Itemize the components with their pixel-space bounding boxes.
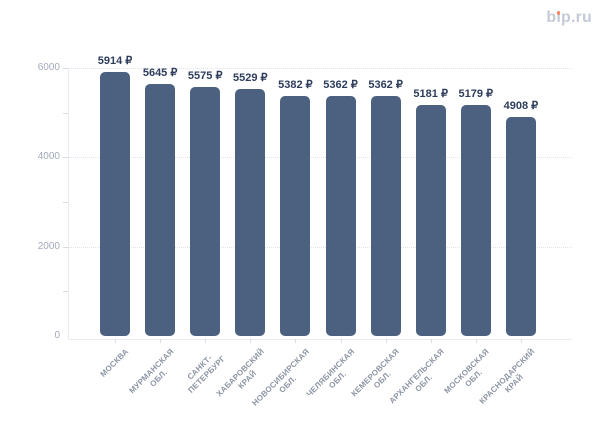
y-tick-mark-5000 bbox=[63, 112, 68, 114]
bip-ru-logo[interactable]: bı p.ru bbox=[546, 9, 592, 27]
bar-value-label: 4908 ₽ bbox=[503, 99, 539, 112]
x-tick-mark bbox=[385, 339, 387, 343]
logo-letter-i: ı bbox=[556, 9, 561, 26]
logo-orange-dot-icon bbox=[556, 11, 561, 15]
y-tick-mark-6000 bbox=[63, 68, 68, 69]
bar-value-label: 5529 ₽ bbox=[233, 72, 268, 85]
gridline-4000 bbox=[68, 157, 572, 159]
x-tick-mark bbox=[295, 339, 297, 343]
y-axis-label: 0 bbox=[54, 330, 60, 341]
x-axis-label: МУРМАНСКАЯ ОБЛ. bbox=[127, 347, 176, 396]
y-axis-label: 4000 bbox=[37, 151, 60, 163]
bar bbox=[190, 86, 221, 336]
x-tick-mark bbox=[520, 339, 522, 343]
logo-text: p.ru bbox=[560, 9, 592, 26]
y-axis-label: 2000 bbox=[37, 240, 60, 252]
bar-value-label: 5362 ₽ bbox=[323, 79, 358, 92]
bar-value-label: 5914 ₽ bbox=[97, 54, 133, 67]
bar-value-label: 5179 ₽ bbox=[458, 87, 494, 100]
x-tick-mark bbox=[250, 339, 252, 343]
bar bbox=[460, 104, 491, 336]
y-tick-mark-4000 bbox=[63, 157, 68, 159]
bar bbox=[145, 83, 176, 336]
y-tick-mark-3000 bbox=[63, 202, 68, 203]
x-tick-mark bbox=[160, 339, 162, 343]
bar bbox=[415, 104, 446, 336]
logo-text: b bbox=[546, 9, 557, 26]
bar bbox=[325, 96, 356, 336]
y-tick-mark-2000 bbox=[63, 246, 68, 248]
bar bbox=[235, 89, 266, 336]
x-tick-mark bbox=[430, 339, 432, 343]
gridline-2000 bbox=[68, 246, 572, 248]
bar-value-label: 5362 ₽ bbox=[368, 79, 403, 92]
bar bbox=[505, 116, 536, 336]
x-tick-mark bbox=[115, 339, 116, 343]
x-axis-label: МОСКВА bbox=[98, 347, 131, 379]
x-tick-mark bbox=[340, 339, 342, 343]
bar-value-label: 5645 ₽ bbox=[142, 66, 178, 79]
bar-value-label: 5181 ₽ bbox=[413, 87, 448, 100]
x-tick-mark bbox=[205, 339, 207, 343]
bar-value-label: 5382 ₽ bbox=[278, 78, 313, 91]
bar bbox=[370, 96, 401, 336]
gridline-6000 bbox=[68, 68, 572, 69]
bar bbox=[100, 71, 130, 336]
y-axis-line bbox=[68, 68, 69, 339]
bar-value-label: 5575 ₽ bbox=[187, 69, 223, 82]
y-axis-label: 6000 bbox=[37, 62, 60, 73]
bar bbox=[280, 95, 311, 336]
x-tick-mark bbox=[475, 339, 477, 343]
y-tick-mark-1000 bbox=[63, 291, 68, 293]
x-axis-line bbox=[68, 339, 572, 340]
